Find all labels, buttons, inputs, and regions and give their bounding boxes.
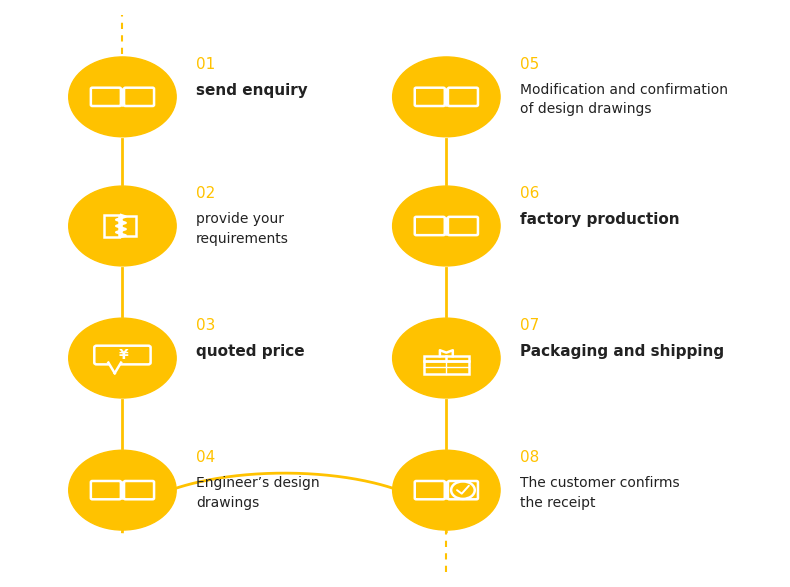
- Text: 08: 08: [520, 450, 539, 465]
- Text: 01: 01: [196, 57, 215, 72]
- Text: send enquiry: send enquiry: [196, 83, 307, 98]
- Circle shape: [69, 450, 176, 530]
- Circle shape: [393, 57, 500, 137]
- Text: factory production: factory production: [520, 212, 679, 227]
- Text: 05: 05: [520, 57, 539, 72]
- Text: Engineer’s design
drawings: Engineer’s design drawings: [196, 476, 319, 510]
- Text: quoted price: quoted price: [196, 344, 304, 359]
- Circle shape: [393, 450, 500, 530]
- Circle shape: [69, 186, 176, 266]
- Text: 04: 04: [196, 450, 215, 465]
- Text: ¥: ¥: [119, 348, 129, 362]
- Polygon shape: [108, 363, 121, 373]
- Text: 03: 03: [196, 318, 216, 333]
- Circle shape: [69, 57, 176, 137]
- Text: provide your
requirements: provide your requirements: [196, 212, 289, 245]
- Text: 06: 06: [520, 186, 540, 201]
- Circle shape: [393, 186, 500, 266]
- Text: The customer confirms
the receipt: The customer confirms the receipt: [520, 476, 679, 510]
- Text: 02: 02: [196, 186, 215, 201]
- Circle shape: [69, 318, 176, 398]
- Text: 07: 07: [520, 318, 539, 333]
- Text: Modification and confirmation
of design drawings: Modification and confirmation of design …: [520, 83, 728, 116]
- Text: Packaging and shipping: Packaging and shipping: [520, 344, 724, 359]
- Circle shape: [393, 318, 500, 398]
